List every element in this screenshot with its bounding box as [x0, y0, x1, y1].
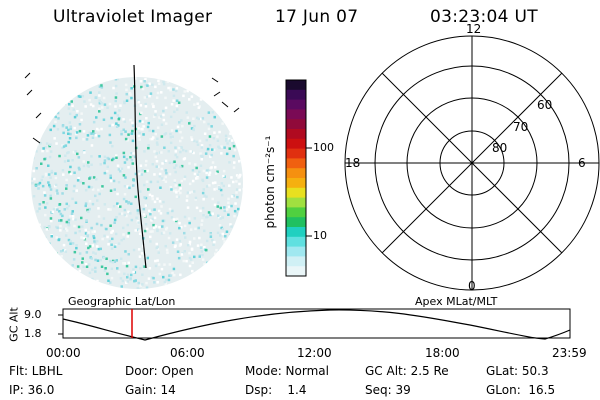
status-dsp: Dsp: 1.4	[245, 383, 307, 397]
status-glat: GLat: 50.3	[486, 364, 549, 378]
uv-image-disk	[31, 64, 243, 289]
lat-label-80: 80	[492, 141, 508, 155]
mlt-label-0: 0	[468, 279, 476, 293]
colorbar-segment	[286, 168, 306, 179]
colorbar-segment	[286, 89, 306, 101]
status-glon: GLon: 16.5	[486, 383, 556, 397]
colorbar-segment	[286, 207, 306, 218]
mlt-label-18: 18	[345, 156, 361, 170]
status-door: Door: Open	[125, 364, 194, 378]
colorbar-label-10: 10	[313, 229, 327, 242]
terminator-line	[133, 64, 147, 269]
colorbar-segment	[286, 256, 306, 267]
status-seq: Seq: 39	[365, 383, 411, 397]
status-filter: Flt: LBHL	[9, 364, 63, 378]
colorbar-segment	[286, 148, 306, 159]
mlt-label-12: 12	[466, 22, 482, 36]
timeline-frame	[62, 308, 571, 339]
colorbar-segment	[286, 119, 306, 130]
colorbar-segment	[286, 138, 306, 150]
colorbar-segment	[286, 246, 306, 257]
image-date: 17 Jun 07	[275, 7, 359, 27]
colorbar-frame	[285, 79, 307, 277]
timeline-right-label: Apex MLat/MLT	[415, 295, 498, 308]
colorbar-segment	[286, 158, 306, 169]
orbit-altitude-curve	[62, 309, 571, 341]
timeline-ytick-label-1-8: 1.8	[24, 327, 42, 340]
lat-label-60: 60	[537, 98, 553, 112]
disk-edge-ticks	[24, 72, 240, 144]
colorbar	[286, 80, 306, 277]
colorbar-segment	[286, 99, 306, 110]
timeline-xtick-18-00: 18:00	[425, 346, 460, 360]
colorbar-segment	[286, 109, 306, 120]
status-mode: Mode: Normal	[245, 364, 329, 378]
instrument-title: Ultraviolet Imager	[53, 7, 213, 27]
timeline-xtick-00-00: 00:00	[46, 346, 81, 360]
status-gain: Gain: 14	[125, 383, 176, 397]
image-time: 03:23:04 UT	[430, 7, 538, 27]
lat-label-70: 70	[513, 120, 529, 134]
colorbar-segment	[286, 266, 306, 277]
colorbar-segment	[286, 197, 306, 208]
colorbar-segment	[286, 129, 306, 140]
colorbar-unit-label: photon cm⁻²s⁻¹	[263, 135, 277, 229]
colorbar-segment	[286, 178, 306, 189]
colorbar-label-100: 100	[313, 141, 334, 154]
colorbar-segment	[286, 217, 306, 228]
timeline-left-label: Geographic Lat/Lon	[68, 295, 176, 308]
colorbar-segment	[286, 227, 306, 238]
colorbar-segment	[286, 80, 306, 91]
timeline-xtick-23-59: 23:59	[552, 346, 587, 360]
polar-grid	[344, 35, 600, 291]
status-ip: IP: 36.0	[9, 383, 55, 397]
status-gc-alt: GC Alt: 2.5 Re	[365, 364, 449, 378]
timeline-xtick-06-00: 06:00	[170, 346, 205, 360]
colorbar-segment	[286, 187, 306, 199]
timeline-ylabel: GC Alt	[7, 307, 21, 342]
timeline-ytick-label-9: 9.0	[24, 308, 42, 321]
timeline-xtick-12-00: 12:00	[297, 346, 332, 360]
colorbar-segment	[286, 236, 306, 248]
mlt-label-6: 6	[578, 156, 586, 170]
